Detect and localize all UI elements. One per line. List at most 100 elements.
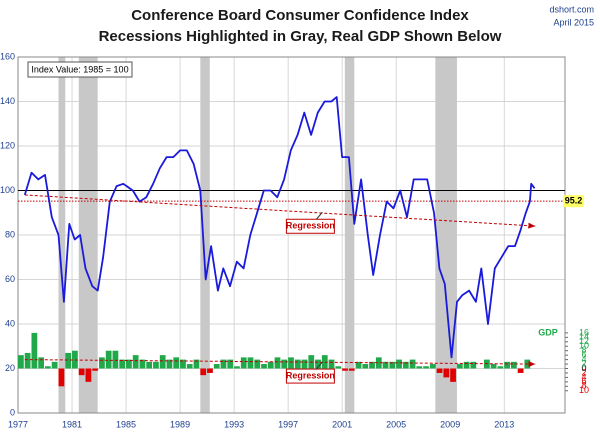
gdp-bar [207, 368, 213, 373]
gdp-bar [173, 357, 180, 369]
gdp-bar [321, 355, 328, 369]
y-tick-label: 0 [10, 407, 15, 417]
gdp-bar [51, 361, 58, 369]
y-tick-label: 80 [5, 229, 15, 239]
gdp-bar [443, 368, 450, 378]
gdp-bar [92, 368, 99, 371]
gdp-bar [213, 364, 220, 369]
regression-line [24, 194, 536, 229]
gdp-bar [58, 368, 65, 387]
x-tick-label: 2001 [332, 419, 352, 429]
regression-label-box [285, 218, 335, 234]
gdp-bar [240, 357, 247, 369]
gdp-bar [436, 368, 443, 373]
source: dshort.com [549, 4, 594, 14]
y2-tick-label: 6 [581, 376, 586, 386]
gdp-bar [355, 361, 362, 369]
gdp-bar [31, 332, 38, 369]
value-label-box [563, 195, 584, 208]
date: April 2015 [553, 17, 594, 27]
y2-tick-label: 12 [579, 336, 589, 346]
y2-tick-label: 4 [581, 354, 586, 364]
gdp-bar [220, 359, 227, 369]
x-tick-label: 2013 [494, 419, 514, 429]
chart-subtitle: Recessions Highlighted in Gray, Real GDP… [99, 28, 502, 45]
regression-pointer [316, 211, 323, 220]
x-tick-label: 1993 [224, 419, 244, 429]
x-tick-label: 1977 [8, 419, 28, 429]
x-tick-label: 1989 [170, 419, 190, 429]
x-tick-label: 1997 [278, 419, 298, 429]
y2-tick-label: 6 [581, 350, 586, 360]
y2-tick-label: 14 [579, 332, 589, 342]
gdp-bar [490, 364, 497, 369]
gdp-bar [159, 355, 166, 369]
gdp-bar [315, 359, 321, 369]
gdp-bar [342, 368, 348, 371]
gdp-bar [99, 357, 105, 369]
gdp-bar [227, 359, 234, 369]
y2-tick-label: 8 [581, 381, 586, 391]
gdp-label: GDP [538, 327, 558, 337]
gdp-bar [24, 352, 31, 369]
gdp-bar [180, 359, 186, 369]
annotation-box [27, 61, 133, 78]
regression-line [24, 359, 536, 368]
gdp-bar [416, 366, 423, 369]
gdp-bar [281, 359, 288, 369]
y2-tick-label: 10 [579, 385, 589, 395]
y2-tick-label: 0 [581, 363, 586, 373]
gdp-bar [166, 359, 173, 369]
gdp-bar [396, 359, 402, 369]
gdp-bar [153, 361, 159, 369]
gdp-bar [45, 366, 51, 369]
gdp-bar [375, 357, 382, 369]
x-tick-label: 2009 [440, 419, 460, 429]
y-tick-label: 60 [5, 274, 15, 284]
regression-pointer [316, 361, 323, 370]
gdp-bar [200, 368, 207, 376]
gdp-bar [423, 366, 429, 369]
gdp-bar [261, 364, 267, 369]
y2-tick-label: 2 [581, 367, 586, 377]
gdp-bar [294, 359, 301, 369]
gdp-bar [274, 357, 281, 369]
gdp-bar [193, 359, 200, 369]
gdp-bar [186, 364, 193, 369]
gdp-bar [139, 359, 146, 369]
y2-tick-label: 8 [581, 345, 586, 355]
gdp-bar [267, 361, 274, 369]
y-tick-label: 20 [5, 363, 15, 373]
gdp-bar [288, 357, 294, 369]
gdp-bar [450, 368, 456, 382]
gdp-bar [146, 361, 153, 369]
data-line [23, 96, 536, 359]
x-tick-label: 1985 [116, 419, 136, 429]
gdp-bar [335, 366, 342, 369]
regression-label: Regression [286, 221, 335, 231]
annotation: Index Value: 1985 = 100 [31, 64, 128, 74]
gdp-bar [497, 366, 504, 369]
gdp-bar [119, 359, 126, 369]
gdp-bar [517, 368, 524, 373]
y-tick-label: 140 [0, 96, 15, 106]
gdp-bar [301, 359, 308, 369]
y-tick-label: 40 [5, 318, 15, 328]
gdp-bar [456, 364, 463, 369]
gdp-bar [402, 361, 409, 369]
gdp-bar [126, 359, 132, 369]
gdp-bar [328, 359, 335, 369]
gdp-bar [463, 361, 470, 369]
y-tick-label: 120 [0, 140, 15, 150]
y2-tick-label: 4 [581, 372, 586, 382]
gdp-bar [504, 361, 510, 369]
gdp-bar [247, 357, 254, 369]
gdp-bar [382, 361, 389, 369]
gdp-bar [254, 359, 261, 369]
x-tick-label: 1981 [62, 419, 82, 429]
gdp-bar [348, 368, 355, 371]
y-tick-label: 100 [0, 185, 15, 195]
gdp-bar [510, 361, 517, 369]
y2-tick-label: 2 [581, 358, 586, 368]
